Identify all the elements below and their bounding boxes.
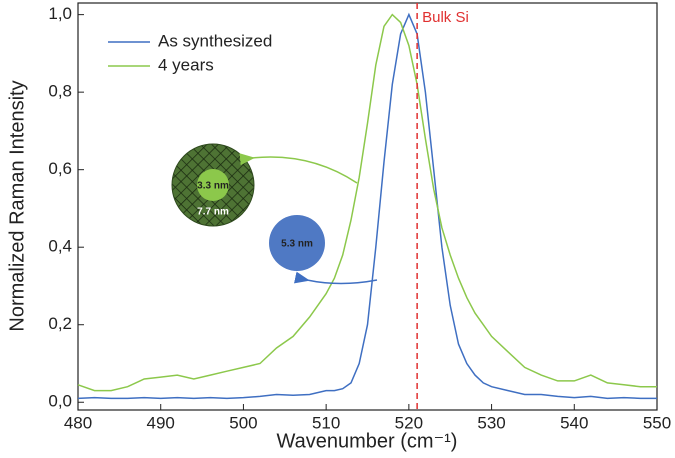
x-tick-label: 530 bbox=[477, 413, 505, 432]
legend-label: 4 years bbox=[158, 55, 214, 74]
x-tick-label: 490 bbox=[147, 413, 175, 432]
annotation: 7.7 nm bbox=[197, 207, 229, 218]
x-tick-label: 480 bbox=[64, 413, 92, 432]
y-tick-label: 0,4 bbox=[48, 237, 72, 256]
y-axis-label: Normalized Raman Intensity bbox=[6, 80, 28, 331]
reference-label: Bulk Si bbox=[422, 9, 469, 26]
x-tick-label: 550 bbox=[643, 413, 671, 432]
plot-frame bbox=[77, 2, 658, 411]
particle-core bbox=[197, 169, 229, 201]
x-tick-label: 520 bbox=[395, 413, 423, 432]
y-tick-label: 0,6 bbox=[48, 159, 72, 178]
x-tick-label: 540 bbox=[560, 413, 588, 432]
y-tick-label: 1,0 bbox=[48, 4, 72, 23]
x-axis-label: Wavenumber (cm⁻¹) bbox=[277, 430, 458, 452]
y-tick-label: 0,0 bbox=[48, 392, 72, 411]
arrow bbox=[294, 271, 378, 285]
arrow bbox=[239, 153, 358, 184]
x-tick-label: 510 bbox=[312, 413, 340, 432]
y-tick-label: 0,8 bbox=[48, 82, 72, 101]
series-line bbox=[77, 13, 657, 392]
x-tick-label: 500 bbox=[229, 413, 257, 432]
annotation: 3.3 nm bbox=[197, 181, 229, 192]
legend-label: As synthesized bbox=[158, 31, 272, 50]
series-line bbox=[77, 12, 657, 400]
y-tick-label: 0,2 bbox=[48, 314, 72, 333]
particle-fresh bbox=[269, 215, 325, 271]
annotation: 5.3 nm bbox=[281, 239, 313, 250]
